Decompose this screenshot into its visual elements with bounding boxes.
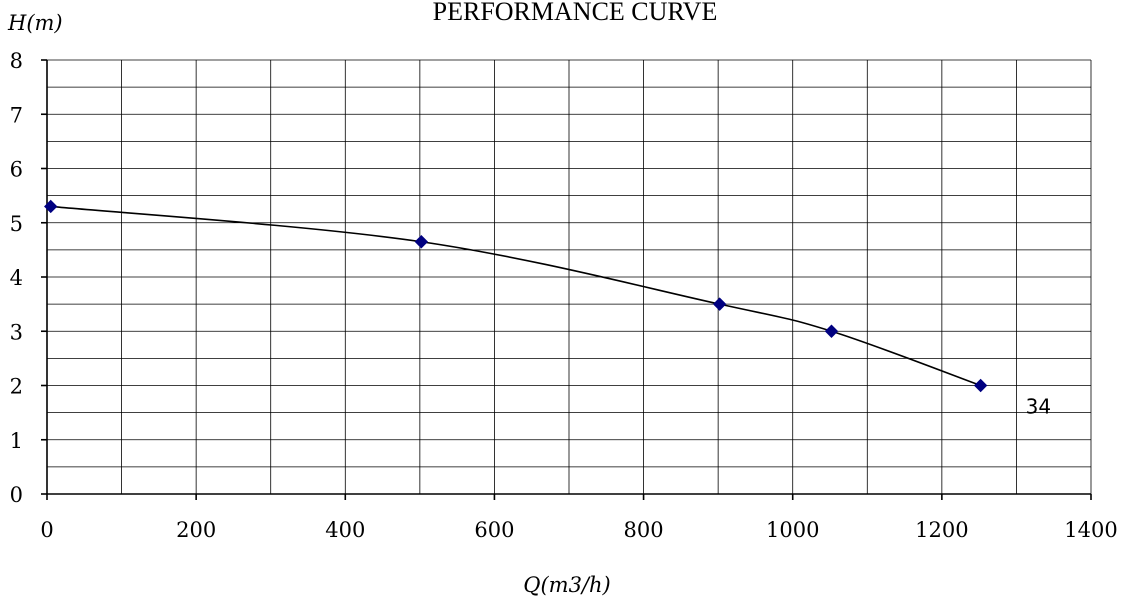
y-tick-label: 1 <box>10 429 23 453</box>
y-tick-label: 5 <box>10 212 23 236</box>
x-tick-label: 200 <box>176 518 216 542</box>
data-point-marker <box>973 378 988 393</box>
x-tick-label: 400 <box>325 518 365 542</box>
data-point-marker <box>824 324 839 338</box>
data-point-marker <box>414 235 429 249</box>
axes <box>41 59 1092 500</box>
x-tick-label: 600 <box>474 518 514 542</box>
x-tick-label: 800 <box>624 518 664 542</box>
y-tick-label: 2 <box>10 375 23 399</box>
y-tick-label: 6 <box>10 158 23 182</box>
x-tick-label: 1400 <box>1064 518 1117 542</box>
series-markers <box>44 199 988 393</box>
grid-lines <box>47 59 1092 494</box>
y-axis-label: H(m) <box>7 11 63 35</box>
y-tick-label: 8 <box>10 49 23 73</box>
y-tick-label: 7 <box>10 103 23 127</box>
y-tick-label: 0 <box>10 483 23 507</box>
series-curve <box>50 205 981 387</box>
x-axis-label: Q(m3/h) <box>523 573 610 597</box>
chart-title: PERFORMANCE CURVE <box>433 0 718 26</box>
series-label: 34 <box>1026 395 1051 419</box>
data-point-marker <box>712 297 727 311</box>
x-tick-label: 1200 <box>915 518 968 542</box>
x-tick-label: 0 <box>40 518 53 542</box>
data-point-marker <box>44 199 58 214</box>
y-tick-label: 3 <box>10 320 23 344</box>
x-tick-label: 1000 <box>766 518 819 542</box>
y-tick-label: 4 <box>10 266 23 290</box>
